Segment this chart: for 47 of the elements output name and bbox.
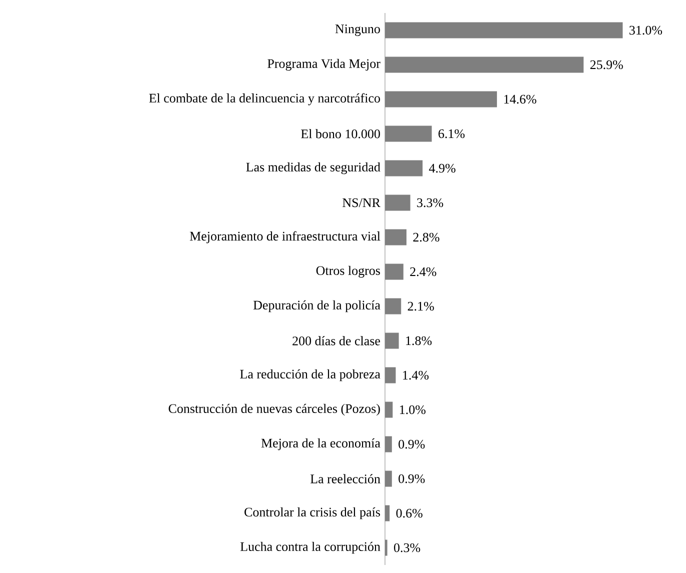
- data-label: 0.9%: [398, 440, 425, 449]
- y-tick-label: Mejoramiento de infraestructura vial: [190, 231, 380, 244]
- y-tick-label: Programa Vida Mejor: [268, 58, 380, 71]
- bar: [385, 229, 406, 246]
- data-label: 0.9%: [398, 474, 425, 484]
- y-tick-label: El combate de la delincuencia y narcotráfico: [149, 93, 380, 106]
- y-tick-label: La reelección: [310, 474, 380, 484]
- y-tick-label: Mejora de la economía: [261, 438, 380, 450]
- data-label: 1.8%: [406, 336, 432, 346]
- data-label: 2.4%: [410, 267, 436, 276]
- bar: [385, 367, 396, 384]
- bar: [385, 402, 393, 418]
- data-label: 14.6%: [504, 94, 536, 104]
- y-tick-label: El bono 10.000: [301, 129, 380, 138]
- bar: [385, 436, 392, 452]
- y-tick-label: Construcción de nuevas cárceles (Pozos): [168, 404, 380, 416]
- bar: [385, 22, 623, 38]
- bar: [385, 91, 497, 108]
- data-label: 1.4%: [403, 370, 429, 380]
- data-label: 3.3%: [417, 198, 444, 208]
- bar: [385, 298, 402, 314]
- data-label: 2.1%: [408, 302, 434, 311]
- data-label: 25.9%: [590, 60, 623, 70]
- bar: [385, 505, 390, 522]
- bar: [385, 56, 584, 73]
- bar: [385, 264, 404, 280]
- data-label: 0.3%: [394, 543, 420, 552]
- data-label: 4.9%: [429, 164, 456, 173]
- data-label: 2.8%: [413, 232, 440, 242]
- y-tick-label: La reducción de la pobreza: [240, 369, 380, 382]
- y-tick-label: Depuración de la policía: [253, 300, 380, 312]
- bar: [385, 160, 423, 176]
- data-label: 0.6%: [396, 508, 422, 518]
- y-tick-label: Controlar la crisis del país: [244, 507, 380, 520]
- bar: [385, 126, 432, 142]
- data-label: 31.0%: [630, 26, 662, 35]
- bar: [385, 470, 392, 487]
- data-label: 1.0%: [400, 405, 426, 414]
- y-tick-label: Las medidas de seguridad: [246, 162, 380, 174]
- bar: [385, 332, 399, 349]
- y-tick-label: Ninguno: [335, 24, 380, 36]
- y-tick-label: Lucha contra la corrupción: [240, 542, 380, 554]
- data-label: 6.1%: [438, 129, 465, 138]
- y-tick-label: Otros logros: [316, 266, 380, 278]
- bar: [385, 194, 410, 211]
- y-tick-label: 200 días de clase: [292, 336, 380, 346]
- y-tick-label: NS/NR: [342, 198, 380, 208]
